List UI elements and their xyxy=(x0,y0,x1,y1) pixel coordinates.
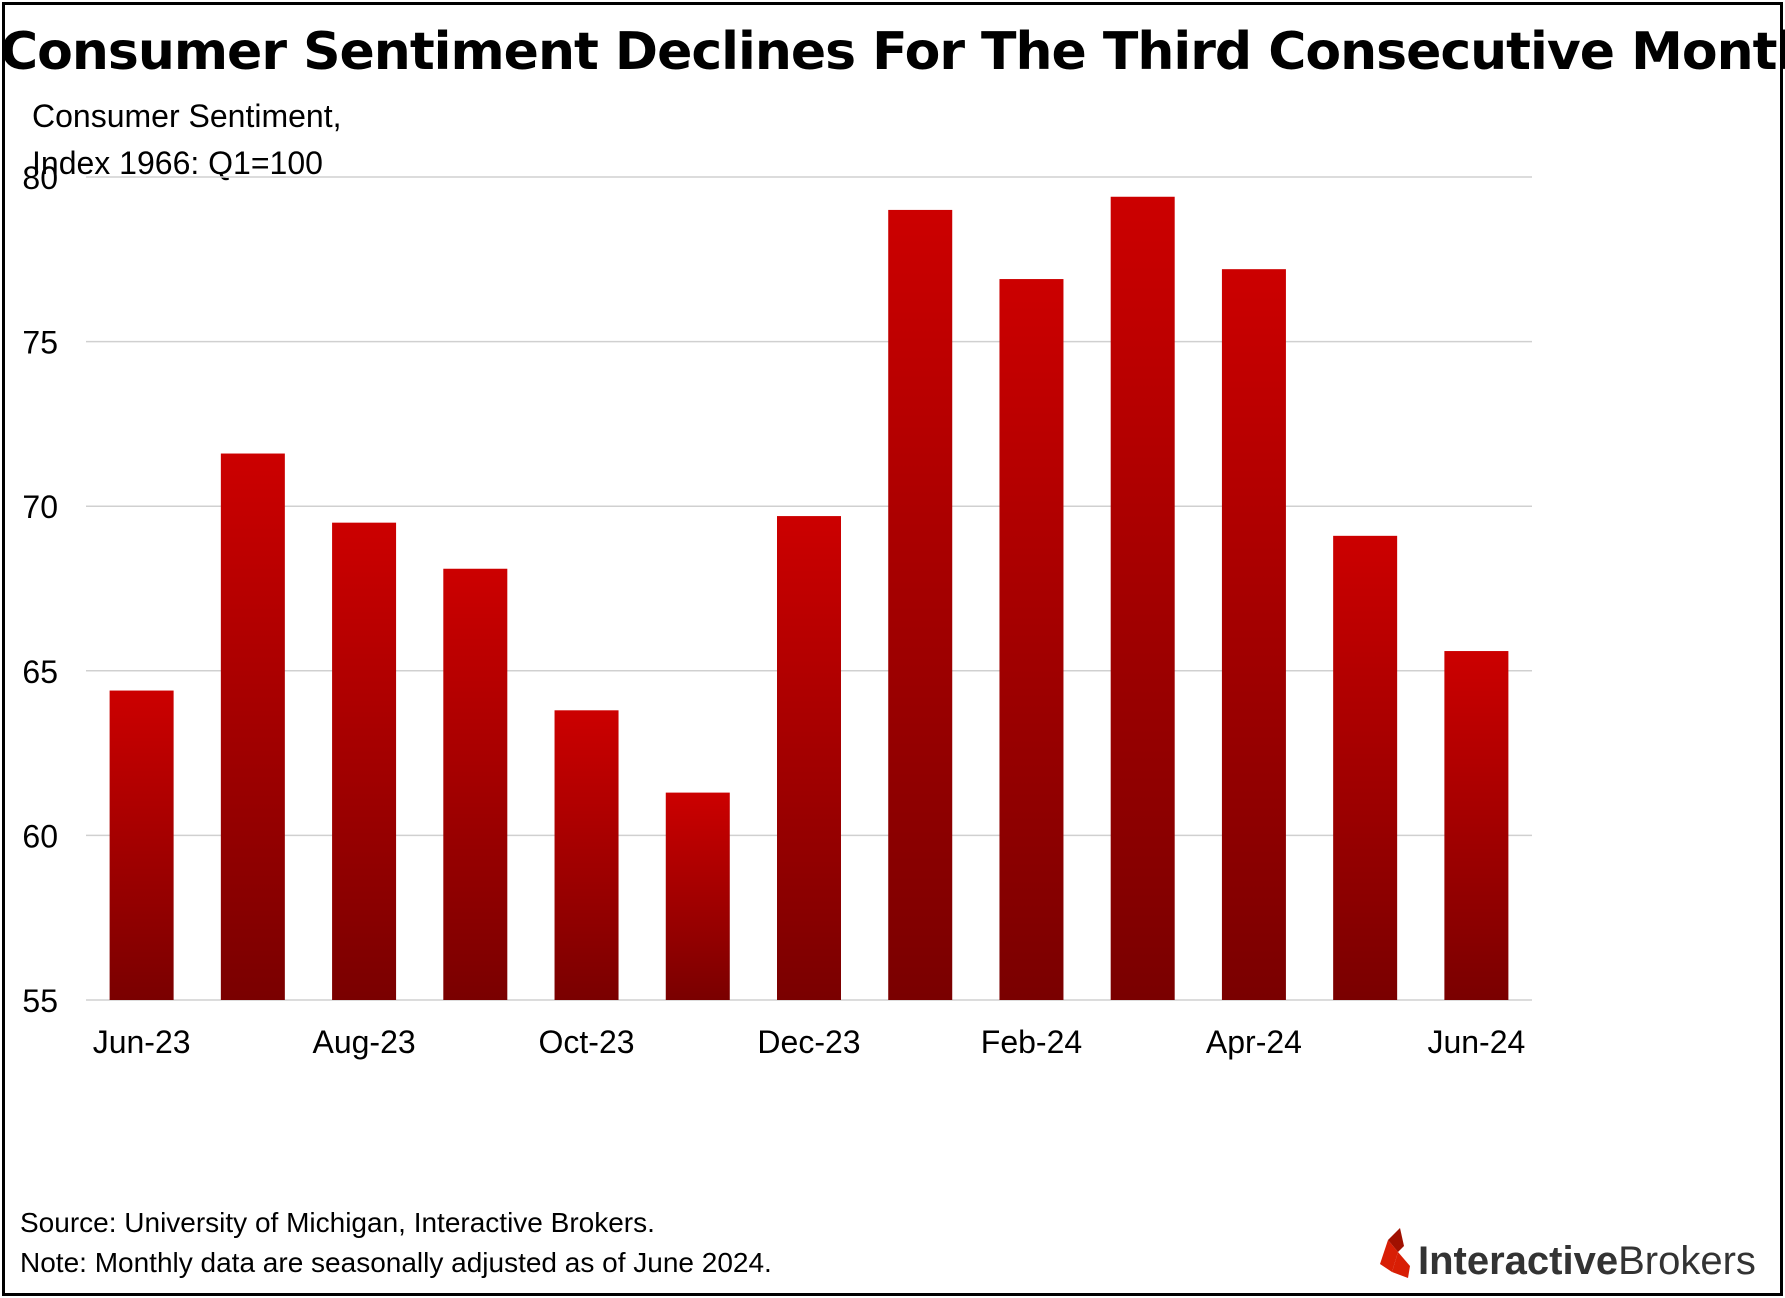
bar-Mar-24 xyxy=(1110,196,1175,1000)
bar-Dec-23 xyxy=(777,516,841,1000)
data-note: Note: Monthly data are seasonally adjust… xyxy=(20,1247,772,1278)
y-tick-label: 55 xyxy=(22,983,58,1019)
x-tick-label: Oct-23 xyxy=(539,1024,635,1060)
bar-Jul-23 xyxy=(220,453,285,1000)
logo-mark-icon xyxy=(1380,1228,1410,1278)
x-tick-label: Aug-23 xyxy=(312,1024,415,1060)
bar-Nov-23 xyxy=(665,792,730,1000)
y-tick-labels: 55 60 65 70 75 80 xyxy=(22,160,58,1019)
y-axis-label-line2: Index 1966: Q1=100 xyxy=(32,145,323,181)
chart-title: Consumer Sentiment Declines For The Thir… xyxy=(0,22,1785,82)
bar-Jan-24 xyxy=(888,209,953,1001)
x-tick-label: Jun-24 xyxy=(1427,1024,1525,1060)
y-tick-label: 60 xyxy=(22,818,58,854)
bar-May-24 xyxy=(1333,535,1398,1000)
svg-text:InteractiveBrokers: InteractiveBrokers xyxy=(1418,1239,1756,1283)
x-tick-label: Feb-24 xyxy=(981,1024,1082,1060)
bar-Jun-23 xyxy=(109,690,174,1000)
bar-Apr-24 xyxy=(1221,269,1286,1000)
bar-Oct-23 xyxy=(554,710,619,1000)
bar-Aug-23 xyxy=(332,522,397,1000)
logo-text-bold: Interactive xyxy=(1418,1239,1618,1283)
bars xyxy=(109,196,1509,1001)
interactive-brokers-logo: InteractiveBrokers xyxy=(1380,1228,1756,1283)
bar-Feb-24 xyxy=(999,279,1064,1000)
x-tick-label: Jun-23 xyxy=(93,1024,191,1060)
x-tick-label: Dec-23 xyxy=(757,1024,860,1060)
y-tick-label: 75 xyxy=(22,325,58,361)
y-tick-label: 70 xyxy=(22,489,58,525)
bar-Jun-24 xyxy=(1444,651,1509,1000)
bar-Sep-23 xyxy=(443,568,508,1000)
source-note: Source: University of Michigan, Interact… xyxy=(20,1207,655,1238)
y-tick-label: 80 xyxy=(22,160,58,196)
y-tick-label: 65 xyxy=(22,654,58,690)
y-axis-label-line1: Consumer Sentiment, xyxy=(32,98,342,134)
x-tick-label: Apr-24 xyxy=(1206,1024,1302,1060)
logo-text-regular: Brokers xyxy=(1618,1239,1756,1283)
x-tick-labels: Jun-23 Aug-23 Oct-23 Dec-23 Feb-24 Apr-24 Jun-… xyxy=(93,1024,1526,1060)
